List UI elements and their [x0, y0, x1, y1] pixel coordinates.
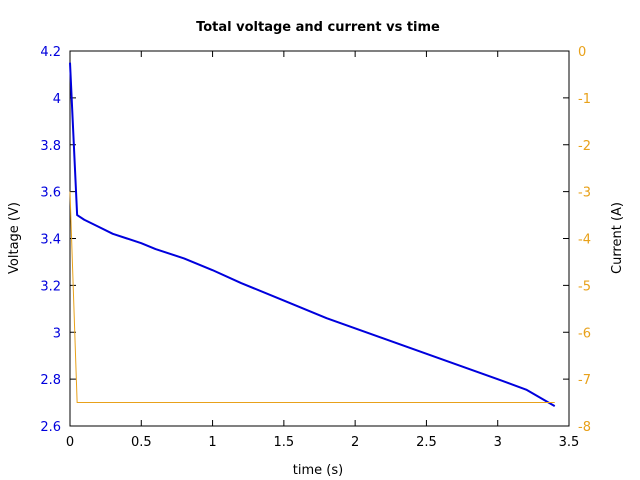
x-tick-label: 0.5 [131, 435, 152, 450]
right-tick-label: -6 [578, 326, 591, 341]
x-axis-ticks: 0 0.5 1 1.5 2 2.5 3 3.5 [66, 51, 579, 450]
current-series-line [69, 191, 555, 404]
right-tick-label: 0 [578, 45, 586, 60]
chart-title: Total voltage and current vs time [196, 20, 440, 35]
x-tick-label: 1.5 [274, 435, 295, 450]
right-tick-label: -1 [578, 92, 591, 107]
right-tick-label: -8 [578, 420, 591, 435]
x-tick-label: 3.5 [559, 435, 580, 450]
right-axis-label: Current (A) [610, 202, 625, 274]
right-tick-label: -4 [578, 233, 591, 248]
left-tick-label: 3.4 [40, 233, 61, 248]
left-tick-label: 3 [53, 326, 61, 341]
left-tick-label: 3.2 [40, 279, 61, 294]
x-tick-label: 2.5 [416, 435, 437, 450]
left-tick-label: 2.8 [40, 373, 61, 388]
x-axis-label: time (s) [293, 463, 343, 478]
right-tick-label: -5 [578, 279, 591, 294]
left-tick-label: 4 [53, 92, 61, 107]
right-axis-ticks: -8 -7 -6 -5 -4 -3 -2 -1 0 [563, 45, 591, 435]
x-tick-label: 0 [66, 435, 74, 450]
right-tick-label: -2 [578, 139, 591, 154]
left-tick-label: 2.6 [40, 420, 61, 435]
voltage-series-line [69, 62, 556, 407]
left-axis-ticks: 2.6 2.8 3 3.2 3.4 3.6 3.8 4 4.2 [40, 45, 76, 435]
left-tick-label: 4.2 [40, 45, 61, 60]
series-layer [69, 62, 556, 407]
left-tick-label: 3.6 [40, 186, 61, 201]
right-tick-label: -3 [578, 186, 591, 201]
x-tick-label: 2 [351, 435, 359, 450]
x-tick-label: 1 [208, 435, 216, 450]
left-axis-label: Voltage (V) [7, 202, 22, 274]
x-tick-label: 3 [494, 435, 502, 450]
right-tick-label: -7 [578, 373, 591, 388]
left-tick-label: 3.8 [40, 139, 61, 154]
